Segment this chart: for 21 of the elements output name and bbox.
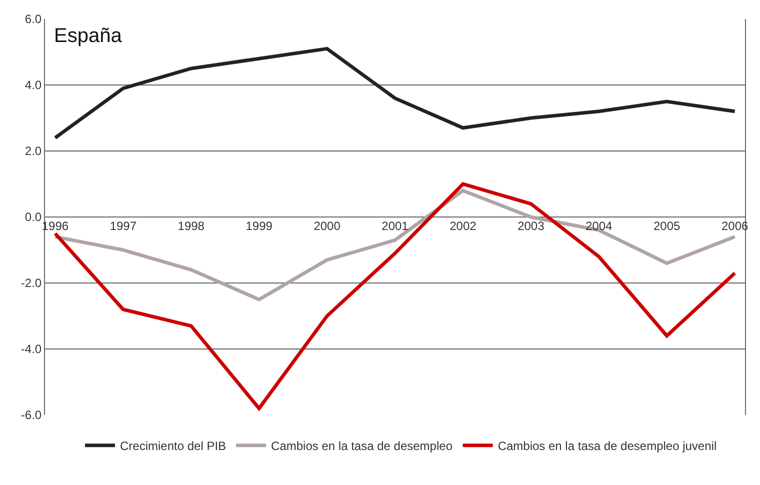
legend-label: Crecimiento del PIB [120,439,226,454]
y-tick-label: -2.0 [20,276,42,290]
x-tick-label: 2004 [586,219,613,233]
legend-label: Cambios en la tasa de desempleo juvenil [498,439,717,454]
y-tick-label: 0.0 [24,210,42,224]
y-tick-label: -6.0 [20,408,42,422]
x-tick-label: 1997 [110,219,137,233]
y-tick-label: 4.0 [24,78,42,92]
x-tick-label: 2001 [382,219,409,233]
chart-title: España [54,25,123,47]
x-tick-label: 2003 [518,219,545,233]
x-tick-label: 1999 [246,219,273,233]
x-tick-label: 2002 [450,219,477,233]
x-tick-label: 2000 [314,219,341,233]
y-tick-label: 2.0 [24,144,42,158]
y-tick-label: -4.0 [20,342,42,356]
x-tick-label: 1998 [178,219,205,233]
x-tick-label: 2005 [653,219,681,233]
y-tick-label: 6.0 [24,12,42,26]
legend-label: Cambios en la tasa de desempleo [271,439,453,454]
line-series [53,46,737,140]
